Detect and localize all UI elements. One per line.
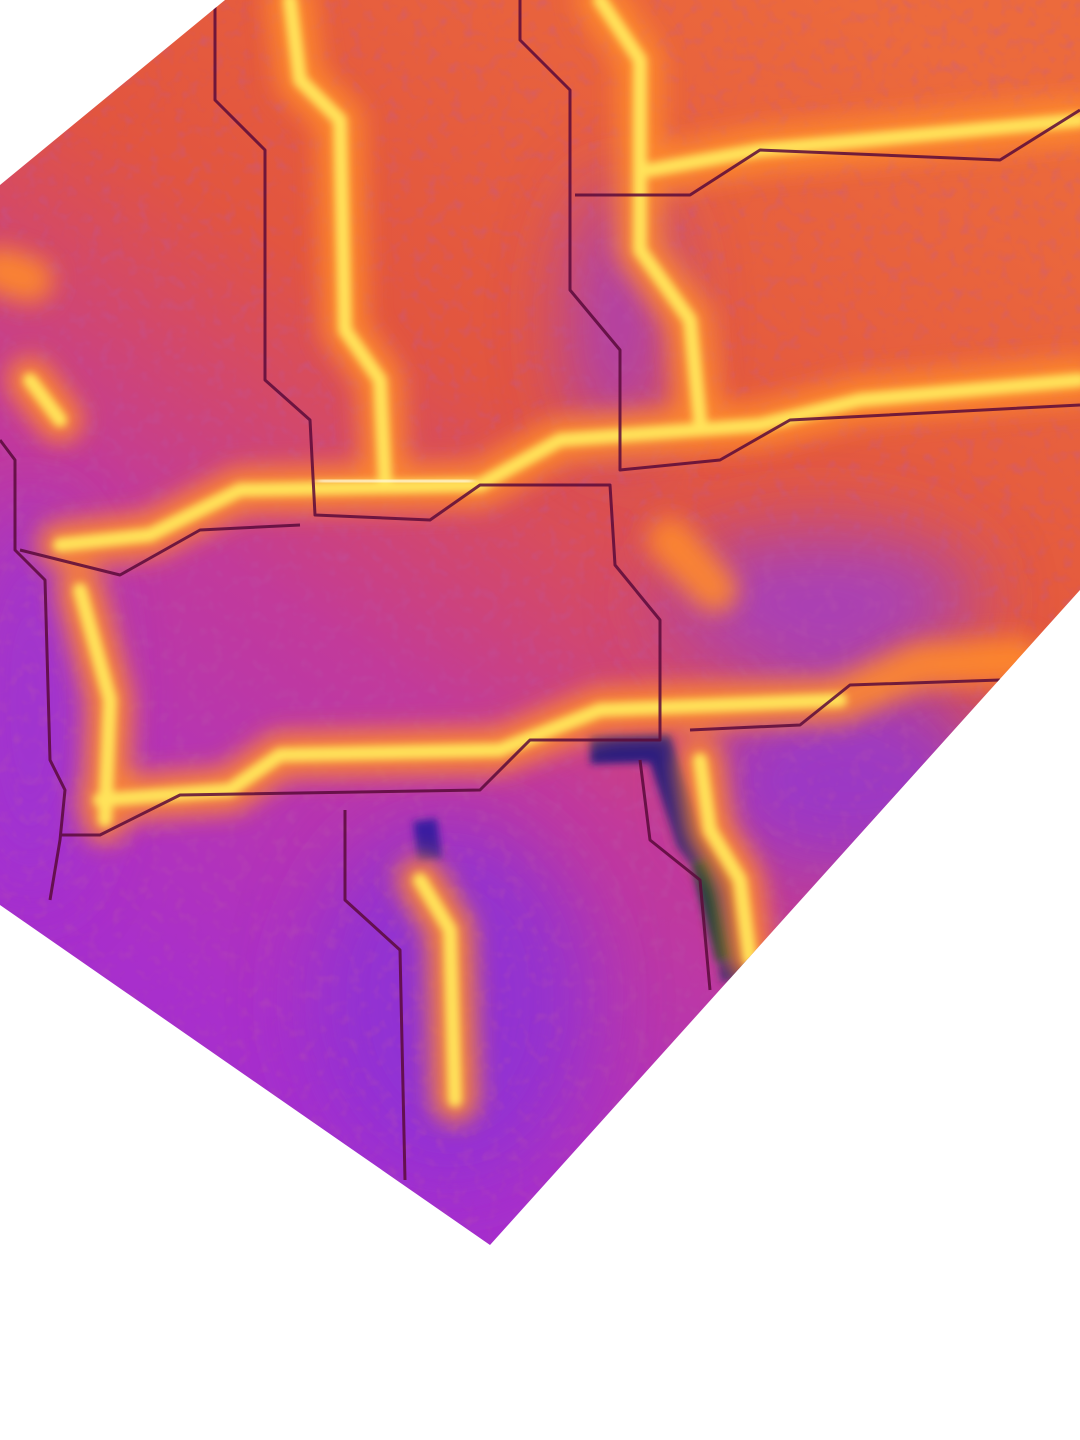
stone-edges — [0, 0, 1080, 1181]
